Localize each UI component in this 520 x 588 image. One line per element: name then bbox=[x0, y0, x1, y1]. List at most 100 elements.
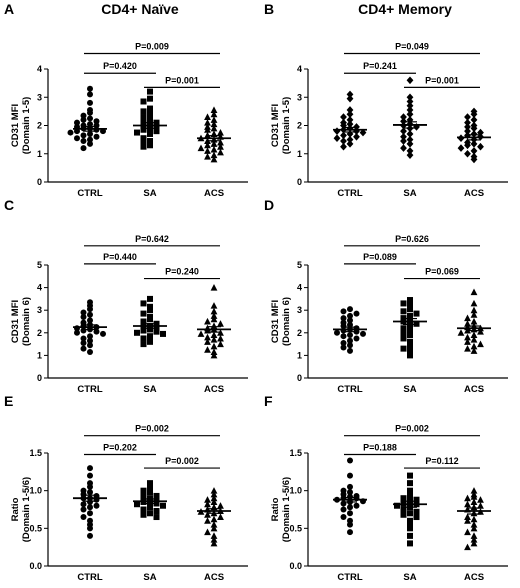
plot-area: 0 1 2 3 4 5 CD31 MFI(Domain 6) CTRL SA ACS P=0.626… bbox=[270, 234, 508, 395]
plot-area: 0 1 2 3 4 CD31 MFI(Domain 1-5) CTRL SA ACS P=0.04… bbox=[270, 41, 508, 199]
data-point bbox=[74, 119, 80, 126]
data-point bbox=[340, 327, 347, 334]
data-point bbox=[197, 330, 205, 337]
data-point bbox=[407, 472, 413, 479]
data-point bbox=[204, 496, 211, 503]
x-category-label: SA bbox=[143, 188, 156, 199]
data-point bbox=[407, 487, 413, 494]
data-point bbox=[80, 335, 87, 342]
data-point bbox=[400, 335, 407, 342]
data-point bbox=[340, 506, 347, 513]
data-point bbox=[210, 116, 218, 123]
panel-letter: A bbox=[4, 1, 14, 17]
data-point bbox=[394, 502, 400, 509]
data-point bbox=[204, 528, 211, 536]
data-point bbox=[217, 320, 224, 327]
data-point bbox=[87, 349, 93, 356]
data-point bbox=[134, 329, 140, 336]
data-point bbox=[140, 98, 147, 105]
data-point bbox=[340, 315, 347, 322]
y-tick-label: 0 bbox=[297, 177, 302, 187]
y-tick-label: 1 bbox=[297, 149, 302, 159]
data-point bbox=[87, 489, 93, 496]
data-point bbox=[347, 529, 353, 536]
data-point bbox=[406, 135, 414, 144]
data-point bbox=[346, 130, 354, 138]
data-point bbox=[80, 309, 87, 316]
data-point bbox=[400, 506, 407, 513]
data-point bbox=[407, 327, 413, 334]
data-point bbox=[413, 514, 420, 521]
data-point bbox=[470, 155, 478, 164]
panel-letter: E bbox=[4, 393, 13, 409]
data-point bbox=[140, 310, 147, 317]
data-point bbox=[464, 149, 471, 158]
data-point bbox=[140, 335, 147, 342]
y-axis-label: CD31 MFI(Domain 6) bbox=[10, 297, 32, 346]
y-tick-label: 5 bbox=[37, 260, 42, 270]
y-axis-label-line: CD31 MFI bbox=[10, 300, 21, 343]
data-point bbox=[457, 144, 465, 152]
data-point bbox=[87, 317, 93, 324]
data-point bbox=[140, 491, 147, 498]
data-point bbox=[80, 327, 87, 334]
data-point bbox=[87, 504, 93, 511]
data-point bbox=[140, 341, 147, 348]
data-point bbox=[407, 323, 413, 330]
data-point bbox=[140, 511, 147, 518]
data-point bbox=[340, 131, 347, 140]
x-category-label: CTRL bbox=[77, 188, 103, 199]
data-point bbox=[353, 127, 360, 135]
data-point bbox=[87, 311, 93, 318]
data-point bbox=[400, 345, 407, 352]
data-point bbox=[80, 313, 87, 320]
data-point bbox=[340, 308, 347, 315]
data-point bbox=[210, 155, 218, 163]
data-point bbox=[407, 521, 413, 528]
x-category-label: CTRL bbox=[77, 572, 103, 583]
data-point bbox=[140, 118, 147, 125]
data-point bbox=[407, 510, 413, 517]
y-tick-label: 0 bbox=[37, 177, 42, 187]
data-point bbox=[147, 489, 153, 496]
data-point bbox=[477, 496, 484, 503]
p-value-label: P=0.440 bbox=[103, 252, 137, 262]
data-point bbox=[80, 112, 87, 119]
p-value-label: P=0.009 bbox=[135, 41, 169, 51]
data-point bbox=[347, 457, 353, 464]
plot-area: 0 1 2 3 4 5 CD31 MFI(Domain 6) CTRL SA ACS P=0.642… bbox=[10, 234, 248, 395]
data-point bbox=[80, 132, 87, 139]
data-point bbox=[464, 118, 471, 127]
data-point bbox=[400, 300, 407, 307]
plot-area: 0.0 0.5 1.0 1.5 Ratio(Domain 1-5/6) CTRL SA ACS… bbox=[270, 424, 508, 583]
y-axis-label-line: (Domain 1-5) bbox=[21, 97, 32, 155]
data-point bbox=[87, 109, 93, 116]
data-point bbox=[340, 344, 347, 351]
data-point bbox=[406, 101, 414, 110]
data-point bbox=[204, 152, 211, 160]
data-point bbox=[346, 135, 354, 144]
data-point bbox=[210, 342, 218, 350]
data-point bbox=[140, 108, 147, 115]
data-point bbox=[406, 147, 414, 155]
data-point bbox=[87, 510, 93, 517]
data-point bbox=[217, 138, 224, 146]
data-point bbox=[464, 513, 471, 521]
data-point bbox=[217, 502, 224, 509]
data-point bbox=[464, 127, 471, 135]
p-value-label: P=0.049 bbox=[395, 41, 429, 51]
data-point bbox=[407, 493, 413, 500]
data-point bbox=[210, 145, 218, 153]
data-point bbox=[210, 106, 218, 113]
data-point bbox=[204, 126, 211, 133]
data-point bbox=[340, 137, 347, 145]
data-point bbox=[347, 342, 353, 349]
data-point bbox=[464, 141, 471, 150]
data-point bbox=[407, 352, 413, 359]
x-category-label: SA bbox=[143, 384, 156, 395]
plot-area: 0 1 2 3 4 CD31 MFI(Domain 1-5) CTRL SA ACS P=0.00… bbox=[10, 41, 248, 199]
data-point bbox=[346, 90, 354, 99]
data-point bbox=[147, 138, 153, 145]
data-point bbox=[74, 329, 80, 336]
data-point bbox=[147, 303, 153, 310]
